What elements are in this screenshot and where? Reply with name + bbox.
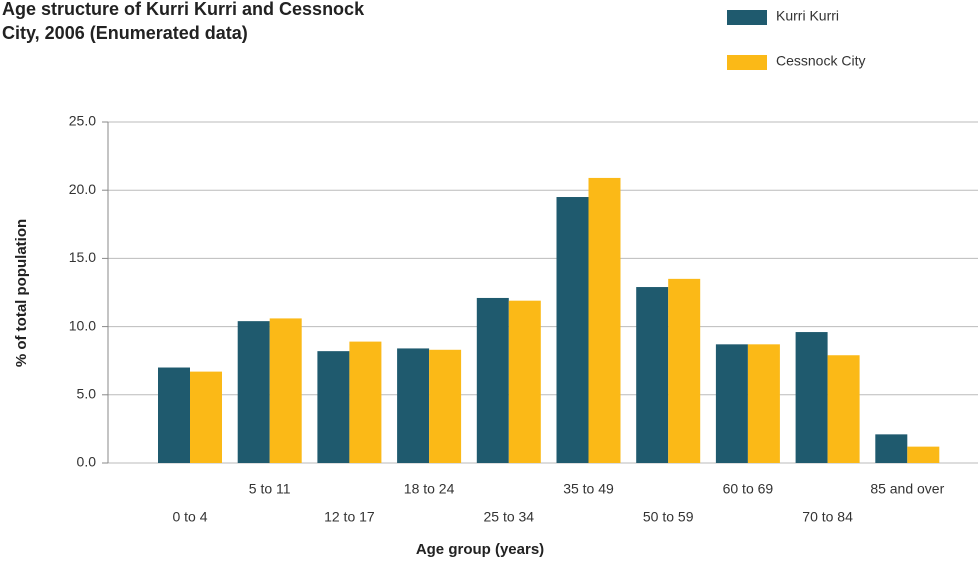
- legend-label: Cessnock City: [776, 53, 865, 69]
- y-tick-label: 0.0: [77, 454, 97, 470]
- bar: [907, 446, 940, 463]
- x-tick-label: 12 to 17: [324, 509, 375, 525]
- bar: [588, 177, 621, 463]
- legend-label: Kurri Kurri: [776, 8, 839, 24]
- legend-swatch: [727, 10, 767, 25]
- x-tick-label: 25 to 34: [483, 509, 534, 525]
- x-tick-label: 85 and over: [870, 481, 944, 497]
- bar: [668, 278, 701, 463]
- bar: [476, 297, 509, 463]
- x-tick-label: 70 to 84: [802, 509, 853, 525]
- y-tick-label: 15.0: [69, 249, 96, 265]
- x-tick-label: 50 to 59: [643, 509, 694, 525]
- chart-title: City, 2006 (Enumerated data): [2, 23, 248, 43]
- bar: [636, 287, 669, 463]
- bar: [349, 341, 382, 463]
- x-tick-label: 35 to 49: [563, 481, 614, 497]
- bar: [556, 197, 589, 463]
- bar: [715, 344, 748, 463]
- y-tick-label: 5.0: [77, 386, 97, 402]
- x-axis-title: Age group (years): [416, 541, 544, 558]
- chart-title: Age structure of Kurri Kurri and Cessnoc…: [2, 0, 365, 19]
- y-tick-label: 25.0: [69, 113, 96, 129]
- bar: [397, 348, 430, 463]
- bar: [508, 300, 541, 463]
- bar: [317, 351, 350, 463]
- y-tick-label: 10.0: [69, 317, 96, 333]
- y-axis-title: % of total population: [13, 219, 30, 367]
- x-tick-label: 18 to 24: [404, 481, 455, 497]
- bar: [795, 332, 828, 463]
- x-tick-label: 5 to 11: [249, 481, 291, 497]
- bar: [158, 367, 190, 463]
- x-tick-label: 0 to 4: [172, 509, 207, 525]
- bar: [747, 344, 780, 463]
- bar: [269, 318, 302, 463]
- y-tick-label: 20.0: [69, 181, 96, 197]
- bar: [875, 434, 908, 463]
- bar: [190, 371, 222, 463]
- bar: [429, 349, 462, 463]
- bar: [237, 321, 270, 463]
- bar: [827, 355, 860, 463]
- legend-swatch: [727, 55, 767, 70]
- x-tick-label: 60 to 69: [723, 481, 774, 497]
